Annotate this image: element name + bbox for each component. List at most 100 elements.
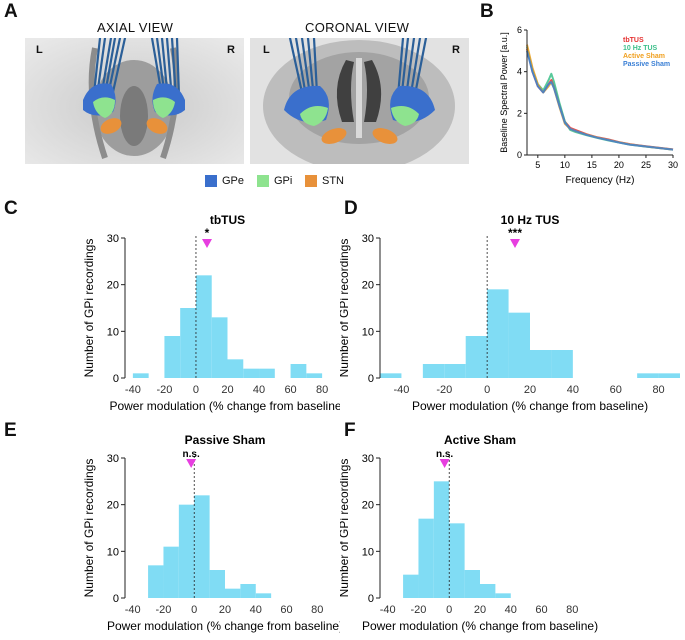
x-tick-label: 60 bbox=[284, 384, 296, 396]
x-axis-label: Frequency (Hz) bbox=[566, 175, 635, 186]
axial-brain-illustration bbox=[25, 38, 244, 164]
legend-entry: 10 Hz TUS bbox=[623, 45, 658, 52]
y-tick-label: 10 bbox=[362, 326, 374, 338]
x-tick-label: 60 bbox=[280, 604, 292, 616]
histogram-bar bbox=[148, 565, 164, 598]
axial-brain-image bbox=[25, 38, 244, 164]
histogram-bar bbox=[422, 364, 445, 378]
x-tick-label: 0 bbox=[484, 384, 490, 396]
histogram-bar bbox=[240, 584, 256, 598]
y-tick-label: 0 bbox=[113, 373, 119, 385]
histogram-bar bbox=[418, 518, 434, 598]
x-tick-label: 40 bbox=[253, 384, 265, 396]
significance-label: n.s. bbox=[436, 449, 453, 460]
significance-label: *** bbox=[508, 226, 522, 240]
axial-left-label: L bbox=[36, 44, 43, 56]
histogram-bar bbox=[178, 504, 195, 598]
histogram-bar bbox=[209, 570, 225, 598]
histogram-bar bbox=[551, 350, 573, 378]
histogram-bar bbox=[464, 570, 480, 598]
mean-marker bbox=[186, 459, 197, 468]
y-tick-label: 10 bbox=[107, 326, 119, 338]
legend-label-gpi: GPi bbox=[274, 175, 293, 187]
x-tick-label: 0 bbox=[191, 604, 197, 616]
axial-view-title: AXIAL VIEW bbox=[97, 20, 174, 35]
y-tick-label: 4 bbox=[517, 67, 522, 77]
x-tick-label: 40 bbox=[505, 604, 517, 616]
y-axis-label: Number of GPi recordings bbox=[82, 459, 96, 598]
panel-label-e: E bbox=[4, 420, 17, 441]
legend-entry: Passive Sham bbox=[623, 61, 670, 68]
chart-title-e: Passive Sham bbox=[185, 433, 266, 447]
y-tick-label: 30 bbox=[362, 453, 374, 465]
x-tick-label: 80 bbox=[652, 384, 664, 396]
x-tick-label: 20 bbox=[474, 604, 486, 616]
panel-label-a: A bbox=[4, 1, 18, 22]
histogram-bar bbox=[163, 546, 179, 598]
x-tick-label: -40 bbox=[380, 604, 396, 616]
chart-title-d: 10 Hz TUS bbox=[501, 213, 560, 227]
chart-e-passive-sham-histogram: Passive Sham n.s. 0 10 20 30 -40 -20 0 20 40 60 80 Po… bbox=[82, 433, 340, 633]
panel-label-f: F bbox=[344, 420, 356, 441]
histogram-bar bbox=[225, 588, 241, 598]
x-tick-label: 20 bbox=[221, 384, 233, 396]
legend-swatch-stn bbox=[305, 175, 317, 187]
histogram-bar bbox=[530, 350, 552, 378]
significance-label: n.s. bbox=[183, 449, 200, 460]
chart-title-c: tbTUS bbox=[210, 213, 245, 227]
y-tick-label: 30 bbox=[107, 453, 119, 465]
y-tick-label: 6 bbox=[517, 25, 522, 35]
histogram-bar bbox=[243, 368, 260, 378]
y-axis-label: Number of GPi recordings bbox=[340, 459, 351, 598]
x-tick-label: 80 bbox=[566, 604, 578, 616]
y-tick-label: 0 bbox=[517, 150, 522, 160]
chart-title-f: Active Sham bbox=[444, 433, 516, 447]
coronal-left-label: L bbox=[263, 44, 270, 56]
x-tick-label: 80 bbox=[311, 604, 323, 616]
x-tick-label: 5 bbox=[535, 160, 540, 170]
histogram-bar bbox=[255, 593, 272, 598]
x-axis-label: Power modulation (% change from baseline… bbox=[107, 619, 340, 633]
coronal-view-title: CORONAL VIEW bbox=[305, 20, 410, 35]
y-axis-label: Baseline Spectral Power [a.u.] bbox=[499, 32, 509, 153]
y-tick-label: 2 bbox=[517, 108, 522, 118]
x-tick-label: -20 bbox=[156, 604, 172, 616]
histogram-bar bbox=[227, 359, 244, 378]
x-tick-label: 20 bbox=[614, 160, 624, 170]
histogram-bar bbox=[508, 312, 530, 378]
coronal-brain-image bbox=[250, 38, 469, 164]
histogram-bar bbox=[403, 574, 419, 598]
histogram-bar bbox=[211, 317, 228, 378]
legend-entry: tbTUS bbox=[623, 37, 644, 44]
histogram-bar bbox=[306, 373, 323, 378]
y-tick-label: 20 bbox=[107, 500, 119, 512]
x-tick-label: -20 bbox=[156, 384, 172, 396]
y-axis-label: Number of GPi recordings bbox=[340, 239, 351, 378]
coronal-brain-illustration bbox=[250, 38, 469, 164]
y-tick-label: 0 bbox=[368, 593, 374, 605]
y-tick-label: 0 bbox=[368, 373, 374, 385]
x-tick-label: -40 bbox=[125, 384, 141, 396]
axial-right-label: R bbox=[227, 44, 235, 56]
x-tick-label: 40 bbox=[250, 604, 262, 616]
x-axis-label: Power modulation (% change from baseline… bbox=[362, 619, 598, 633]
histogram-bar bbox=[495, 593, 511, 598]
x-tick-label: -40 bbox=[125, 604, 141, 616]
histogram-bar bbox=[194, 495, 210, 598]
legend-entry: Active Sham bbox=[623, 53, 665, 60]
chart-d-10hz-histogram: 10 Hz TUS*** 0 10 20 30 -40 -20 0 20 40 60 80 Power … bbox=[340, 213, 680, 413]
y-axis-label: Number of GPi recordings bbox=[82, 239, 96, 378]
legend-gpe: GPe bbox=[205, 175, 244, 187]
x-tick-label: 10 bbox=[560, 160, 570, 170]
series-line bbox=[526, 50, 674, 151]
mean-marker bbox=[439, 459, 450, 468]
x-tick-label: 0 bbox=[193, 384, 199, 396]
y-tick-label: 20 bbox=[362, 280, 374, 292]
y-tick-label: 0 bbox=[113, 593, 119, 605]
panel-label-c: C bbox=[4, 198, 18, 219]
histogram-bar bbox=[259, 368, 275, 378]
x-tick-label: 20 bbox=[524, 384, 536, 396]
histogram-bar bbox=[480, 584, 496, 598]
legend-label-stn: STN bbox=[322, 175, 344, 187]
histogram-bar bbox=[449, 523, 465, 598]
